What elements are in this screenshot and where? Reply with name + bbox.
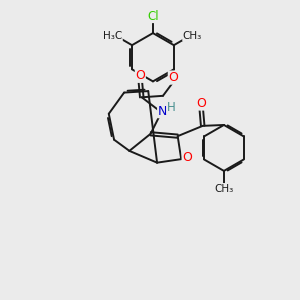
Text: Cl: Cl [147,10,159,22]
Text: H₃C: H₃C [103,31,122,41]
Text: CH₃: CH₃ [183,31,202,41]
Text: CH₃: CH₃ [214,184,233,194]
Text: N: N [158,105,167,118]
Text: H: H [167,101,176,114]
Text: O: O [182,151,192,164]
Text: O: O [196,97,206,110]
Text: O: O [135,69,145,82]
Text: O: O [168,71,178,84]
